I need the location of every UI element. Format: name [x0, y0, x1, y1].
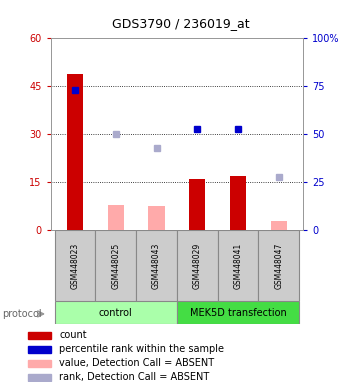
Bar	[95, 230, 136, 301]
Bar	[136, 230, 177, 301]
Text: protocol: protocol	[2, 309, 42, 319]
Text: MEK5D transfection: MEK5D transfection	[190, 308, 286, 318]
Text: GSM448047: GSM448047	[274, 243, 283, 289]
Bar	[189, 179, 205, 230]
Text: count: count	[59, 330, 87, 340]
Bar	[177, 230, 218, 301]
Bar	[28, 374, 51, 381]
Bar	[271, 221, 287, 230]
Text: GSM448029: GSM448029	[193, 243, 202, 289]
Bar	[55, 230, 95, 301]
Bar	[67, 74, 83, 230]
Text: GSM448023: GSM448023	[70, 243, 79, 289]
Bar	[258, 230, 299, 301]
Text: percentile rank within the sample: percentile rank within the sample	[59, 344, 224, 354]
Bar	[108, 205, 124, 230]
Bar	[218, 230, 258, 301]
Bar	[177, 301, 299, 324]
Text: GDS3790 / 236019_at: GDS3790 / 236019_at	[112, 17, 249, 30]
Text: rank, Detection Call = ABSENT: rank, Detection Call = ABSENT	[59, 372, 209, 382]
Bar	[28, 346, 51, 353]
Bar	[148, 207, 165, 230]
Text: control: control	[99, 308, 132, 318]
Text: value, Detection Call = ABSENT: value, Detection Call = ABSENT	[59, 358, 214, 368]
Text: GSM448043: GSM448043	[152, 243, 161, 289]
Bar	[55, 301, 177, 324]
Bar	[28, 360, 51, 367]
Text: GSM448025: GSM448025	[111, 243, 120, 289]
Bar	[28, 332, 51, 339]
Text: GSM448041: GSM448041	[234, 243, 243, 289]
Bar	[230, 176, 246, 230]
